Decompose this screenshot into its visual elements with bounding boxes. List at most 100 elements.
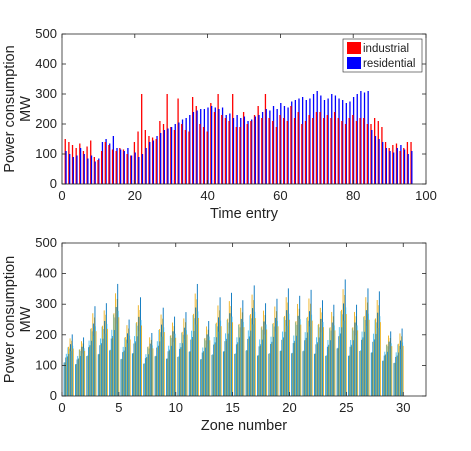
zone-2-bar <box>78 349 80 396</box>
zone-1-bar <box>64 362 66 396</box>
zone-17-bar <box>251 318 252 396</box>
zone-12-bar <box>192 337 193 396</box>
zone-3-bar <box>88 340 90 396</box>
zone-28-bar <box>376 300 378 396</box>
zone-18-bar <box>265 324 267 396</box>
bottom-x-tick-label: 30 <box>396 400 410 415</box>
zone-22-bar <box>307 320 309 396</box>
bottom-plot-frame <box>61 242 427 397</box>
residential-bar <box>243 116 246 184</box>
zone-29-bar <box>391 346 393 396</box>
zone-9-bar <box>159 329 160 396</box>
zone-20-bar <box>284 315 286 396</box>
zone-13-bar <box>205 340 207 396</box>
zone-30-bar <box>398 352 400 396</box>
residential-bar <box>160 133 162 184</box>
zone-3-bar <box>93 335 95 396</box>
residential-bar <box>371 130 373 184</box>
zone-23-bar <box>317 324 319 396</box>
zone-16-bar <box>242 300 244 396</box>
industrial-bar <box>213 112 216 184</box>
zone-20-bar <box>282 339 284 396</box>
zone-7-bar <box>136 336 138 396</box>
zone-11-bar <box>177 356 179 396</box>
zone-23-bar <box>318 323 320 396</box>
industrial-bar <box>359 118 361 184</box>
zone-2-bar <box>75 364 77 396</box>
zone-27-bar <box>365 297 367 396</box>
industrial-bar <box>323 118 325 184</box>
zone-3-bar <box>89 346 91 396</box>
residential-bar <box>72 157 74 184</box>
zone-23-bar <box>320 332 322 396</box>
zone-6-bar <box>129 335 131 396</box>
zone-12-bar <box>196 299 198 396</box>
zone-21-bar <box>291 352 293 396</box>
residential-bar <box>200 109 202 184</box>
residential-bar <box>287 107 289 184</box>
zone-15-bar <box>231 292 232 396</box>
industrial-bar <box>90 140 92 184</box>
zone-25-bar <box>336 348 338 396</box>
zone-11-bar <box>180 348 182 396</box>
zone-4-bar <box>102 338 104 396</box>
zone-26-bar <box>355 335 356 396</box>
zone-20-bar <box>280 350 282 396</box>
zone-10-bar <box>171 322 173 396</box>
industrial-bar <box>333 112 336 184</box>
zone-21-bar <box>296 324 298 396</box>
residential-bar <box>221 107 224 184</box>
top-y-tick-label: 200 <box>35 116 57 131</box>
residential-bar <box>334 95 337 184</box>
residential-bar <box>127 148 129 184</box>
bottom-y-axis-label: Power consumption <box>2 256 18 383</box>
zone-7-bar <box>135 341 137 396</box>
industrial-bar <box>71 145 74 184</box>
zone-1-bar <box>69 348 70 396</box>
zone-2-bar <box>75 364 76 396</box>
zone-23-bar <box>322 300 323 396</box>
zone-12-bar <box>188 351 190 396</box>
zone-12-bar <box>193 330 195 396</box>
residential-bar <box>320 95 322 184</box>
zone-17-bar <box>245 350 247 396</box>
zone-28-bar <box>374 339 375 396</box>
zone-26-bar <box>351 328 353 396</box>
zone-27-bar <box>359 350 361 396</box>
bottom-y-tick-label: 100 <box>35 357 57 372</box>
zone-17-bar <box>252 308 254 396</box>
zone-14-bar <box>218 317 219 396</box>
industrial-bar <box>301 124 303 184</box>
zone-21-bar <box>293 335 295 396</box>
industrial-bar <box>144 130 146 184</box>
zone-25-bar <box>339 335 341 396</box>
zone-10-bar <box>166 358 167 396</box>
zone-2-bar <box>79 349 81 396</box>
zone-13-bar <box>206 326 208 396</box>
zone-18-bar <box>261 339 263 396</box>
industrial-bar <box>377 121 379 184</box>
industrial-bar <box>224 118 227 184</box>
industrial-bar <box>104 142 106 184</box>
zone-1-bar <box>64 362 66 396</box>
zone-27-bar <box>362 339 364 396</box>
zone-28-bar <box>371 352 373 396</box>
zone-9-bar <box>158 329 160 396</box>
zone-17-bar <box>248 336 250 396</box>
industrial-bar <box>108 145 110 184</box>
zone-8-bar <box>151 345 153 396</box>
zone-8-bar <box>143 363 145 396</box>
zone-14-bar <box>219 297 221 396</box>
zone-10-bar <box>172 331 174 396</box>
zone-25-bar <box>338 327 340 396</box>
residential-bar <box>254 116 256 184</box>
zone-23-bar <box>322 321 324 396</box>
zone-13-bar <box>207 329 209 396</box>
zone-20-bar <box>279 351 281 396</box>
zone-24-bar <box>325 355 327 396</box>
zone-17-bar <box>253 300 255 396</box>
top-legend: industrial residential <box>342 38 423 73</box>
industrial-bar <box>217 94 219 184</box>
zone-28-bar <box>376 322 378 396</box>
residential-bar <box>98 158 100 184</box>
